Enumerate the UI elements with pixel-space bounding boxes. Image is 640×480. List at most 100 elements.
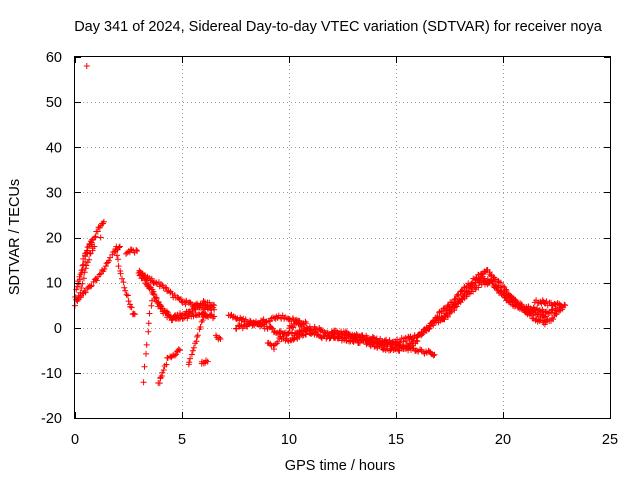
data-point	[145, 320, 152, 327]
data-point	[94, 228, 101, 235]
data-point	[134, 248, 141, 254]
data-point	[274, 338, 281, 345]
data-point	[89, 236, 96, 243]
data-point	[446, 304, 453, 310]
data-point	[106, 257, 112, 264]
data-point	[290, 336, 297, 343]
data-point	[189, 347, 196, 354]
data-point	[211, 306, 218, 313]
data-point	[75, 281, 82, 288]
data-point	[78, 269, 85, 276]
data-point	[79, 266, 86, 273]
data-point	[407, 344, 414, 351]
data-point	[149, 297, 155, 304]
data-point	[448, 308, 455, 315]
data-point	[193, 338, 200, 345]
data-point	[88, 282, 95, 289]
data-point	[128, 304, 135, 311]
data-point	[182, 301, 189, 308]
data-point	[202, 311, 209, 318]
data-point	[452, 295, 459, 302]
data-point	[171, 352, 178, 359]
data-point	[148, 275, 155, 282]
data-point	[148, 302, 155, 309]
x-tick-label: 5	[178, 432, 186, 448]
data-point	[200, 298, 207, 304]
data-point	[93, 277, 100, 284]
data-point	[303, 324, 310, 331]
data-point	[141, 363, 148, 370]
data-point	[268, 324, 275, 331]
data-point	[176, 347, 183, 354]
data-point	[271, 346, 277, 353]
x-tick-label: 0	[71, 432, 79, 448]
axis-ticks: 0 5 10 15 20 25 -20 -10 0 10 20 30 40 50 60	[41, 50, 618, 448]
data-point	[201, 312, 208, 319]
data-point	[499, 283, 506, 290]
data-point	[159, 369, 166, 376]
data-point	[190, 344, 197, 351]
data-point	[269, 325, 276, 332]
data-point	[445, 313, 451, 320]
data-point	[115, 263, 122, 270]
data-point	[125, 298, 132, 305]
data-point	[78, 285, 85, 291]
data-point	[189, 308, 196, 315]
data-point	[393, 340, 400, 347]
data-point	[451, 296, 458, 303]
data-point	[84, 249, 91, 256]
data-point	[87, 283, 94, 290]
data-point	[434, 313, 441, 320]
data-point	[155, 298, 162, 305]
data-point	[157, 374, 164, 381]
data-point	[169, 353, 175, 360]
data-point	[152, 294, 159, 301]
data-point	[129, 311, 136, 318]
data-point	[96, 271, 103, 278]
data-point	[260, 321, 267, 328]
data-point	[178, 312, 185, 319]
y-tick-label: 0	[54, 321, 62, 337]
data-point	[83, 63, 90, 69]
data-point	[400, 338, 407, 345]
data-point	[259, 321, 266, 328]
data-point	[86, 256, 93, 263]
data-point	[175, 295, 182, 301]
chart-title: Day 341 of 2024, Sidereal Day-to-day VTE…	[74, 19, 603, 35]
data-point	[414, 347, 420, 354]
data-point	[359, 332, 366, 339]
data-point	[114, 252, 120, 259]
x-tick-label: 15	[388, 432, 404, 448]
data-point	[464, 288, 470, 295]
data-point	[199, 317, 206, 324]
data-point	[85, 284, 92, 291]
data-point	[123, 250, 129, 257]
data-point	[242, 316, 249, 323]
data-point	[102, 263, 109, 270]
data-point	[300, 321, 307, 328]
data-point	[188, 351, 195, 358]
data-point	[475, 284, 482, 291]
data-point	[501, 288, 508, 294]
data-point	[119, 275, 125, 282]
data-point	[143, 350, 149, 357]
data-point	[91, 243, 98, 250]
data-point	[116, 244, 122, 251]
x-tick-label: 10	[281, 432, 297, 448]
data-point	[173, 351, 179, 358]
data-point	[82, 253, 89, 260]
data-point	[97, 234, 104, 241]
data-point	[199, 302, 206, 309]
data-point	[211, 313, 218, 320]
data-point	[527, 305, 534, 312]
data-point	[553, 311, 560, 318]
data-point	[429, 318, 436, 325]
data-point	[233, 316, 240, 322]
data-point	[116, 243, 123, 250]
data-point	[187, 299, 194, 306]
data-point	[353, 331, 360, 338]
data-point	[156, 301, 163, 308]
x-tick-label: 25	[602, 432, 618, 448]
x-axis-label: GPS time / hours	[285, 458, 395, 474]
data-point	[82, 258, 89, 265]
